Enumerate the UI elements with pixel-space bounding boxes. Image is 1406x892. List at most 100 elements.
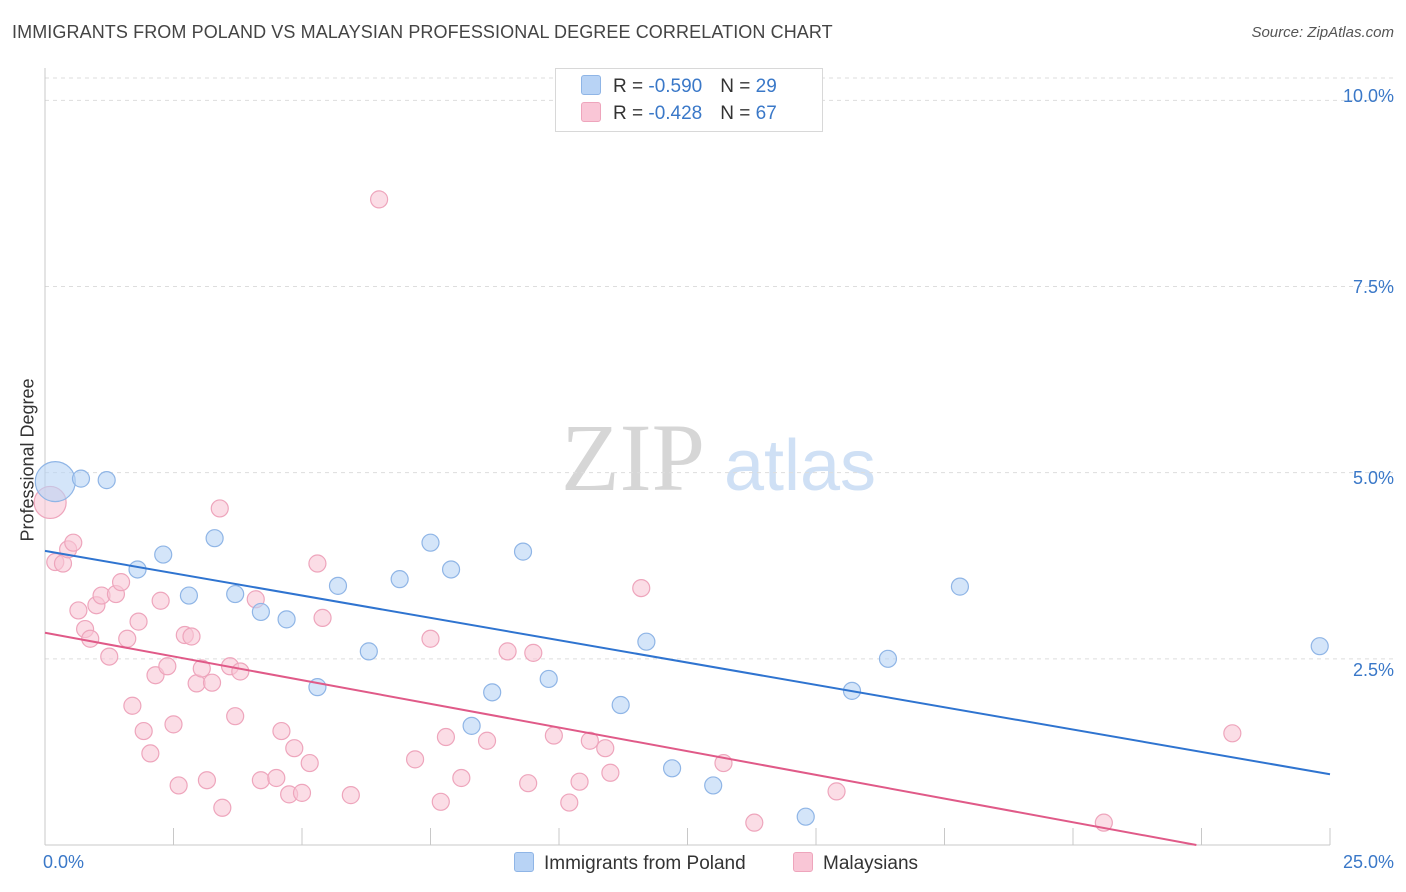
malaysian-point (436, 727, 456, 747)
y-tick-2-5: 2.5% (1352, 660, 1394, 680)
malaysian-n-value: 67 (755, 103, 777, 124)
x-tick-max: 25.0% (1342, 852, 1394, 872)
poland-point (704, 776, 723, 795)
malaysian-point (251, 771, 270, 790)
poland-point (154, 545, 173, 564)
malaysian-point (64, 533, 83, 552)
malaysian-point (81, 629, 100, 648)
malaysian-point (129, 612, 148, 631)
poland-point (251, 602, 270, 622)
poland-swatch (581, 75, 601, 95)
poland-point (662, 759, 682, 778)
x-tick-min: 0.0% (43, 852, 85, 872)
legend-poland-swatch (514, 852, 534, 872)
poland-point (71, 469, 91, 488)
poland-trendline (44, 549, 1331, 776)
malaysian-point (158, 657, 177, 676)
malaysian-point (292, 783, 312, 802)
malaysian-point (169, 776, 188, 795)
malaysian-point (498, 642, 517, 661)
malaysian-point (452, 768, 471, 788)
malaysian-point (313, 608, 332, 627)
malaysian-point (202, 673, 222, 692)
source-label: Source: ZipAtlas.com (1251, 24, 1394, 41)
malaysian-point (134, 721, 153, 741)
watermark-atlas: atlas (724, 426, 876, 506)
malaysian-point (226, 707, 245, 726)
y-tick-5: 5.0% (1352, 468, 1394, 488)
malaysian-point (192, 659, 211, 678)
malaysian-trendline (44, 631, 1197, 846)
malaysian-point (69, 601, 88, 620)
y-tick-10: 10.0% (1342, 86, 1394, 106)
stats-legend-malaysian: R = -0.428 N = 67 (581, 102, 777, 126)
malaysian-point (285, 739, 304, 758)
poland-point (226, 584, 245, 604)
chart-title: IMMIGRANTS FROM POLAND VS MALAYSIAN PROF… (12, 22, 833, 42)
poland-points (34, 461, 1329, 826)
poland-r-value: -0.590 (648, 76, 703, 97)
malaysian-point (213, 798, 232, 817)
poland-point (390, 570, 409, 589)
legend-malaysian: Malaysians (793, 852, 918, 875)
malaysian-point (370, 190, 389, 209)
poland-point (441, 560, 461, 579)
malaysian-point (151, 591, 170, 610)
malaysian-point (421, 629, 440, 648)
poland-point (328, 576, 348, 595)
malaysian-r-value: -0.428 (648, 103, 703, 124)
malaysian-point (141, 744, 160, 763)
malaysian-point (477, 731, 497, 750)
stats-legend-poland: R = -0.590 N = 29 (581, 75, 777, 99)
y-axis-label: Professional Degree (17, 378, 38, 542)
poland-n-value: 29 (755, 76, 777, 97)
grid-lines (45, 77, 1393, 660)
poland-point (1310, 637, 1329, 656)
malaysian-point (123, 696, 142, 715)
malaysian-r-label: R = (613, 103, 649, 124)
malaysian-point (272, 721, 291, 741)
poland-point (611, 695, 630, 715)
malaysian-point (405, 750, 425, 769)
malaysian-point (341, 786, 360, 805)
malaysian-point (431, 792, 450, 811)
y-tick-7-5: 7.5% (1352, 277, 1394, 297)
malaysian-point (197, 771, 217, 790)
malaysian-n-label: N = (720, 103, 756, 124)
poland-point (483, 683, 502, 702)
poland-r-label: R = (613, 76, 649, 97)
malaysian-point (182, 627, 201, 646)
malaysian-point (524, 643, 543, 662)
stats-legend: R = -0.590 N = 29 R = -0.428 N = 67 (555, 68, 823, 132)
malaysian-point (300, 753, 319, 773)
legend-poland-label: Immigrants from Poland (544, 853, 746, 874)
poland-point (205, 529, 224, 548)
poland-point (878, 649, 898, 668)
malaysian-point (231, 662, 250, 681)
malaysian-point (570, 772, 589, 791)
malaysian-point (308, 554, 327, 573)
malaysian-point (164, 715, 183, 734)
trendlines (44, 549, 1331, 846)
malaysian-point (745, 813, 764, 832)
malaysian-points (33, 190, 1242, 832)
malaysian-point (111, 573, 131, 592)
poland-point (539, 669, 558, 689)
poland-point (421, 533, 440, 552)
malaysian-point (632, 578, 651, 598)
malaysian-point (827, 782, 846, 801)
malaysian-point (100, 647, 119, 666)
malaysian-point (118, 629, 137, 648)
poland-point (97, 471, 116, 490)
poland-point (796, 807, 815, 826)
poland-point (277, 610, 296, 629)
axes (44, 68, 1331, 846)
poland-point (637, 632, 656, 651)
malaysian-point (596, 739, 615, 758)
malaysian-swatch (581, 102, 601, 122)
poland-n-label: N = (720, 76, 756, 97)
legend-malaysian-swatch (793, 852, 813, 872)
poland-point (513, 542, 533, 561)
malaysian-point (1223, 724, 1242, 743)
